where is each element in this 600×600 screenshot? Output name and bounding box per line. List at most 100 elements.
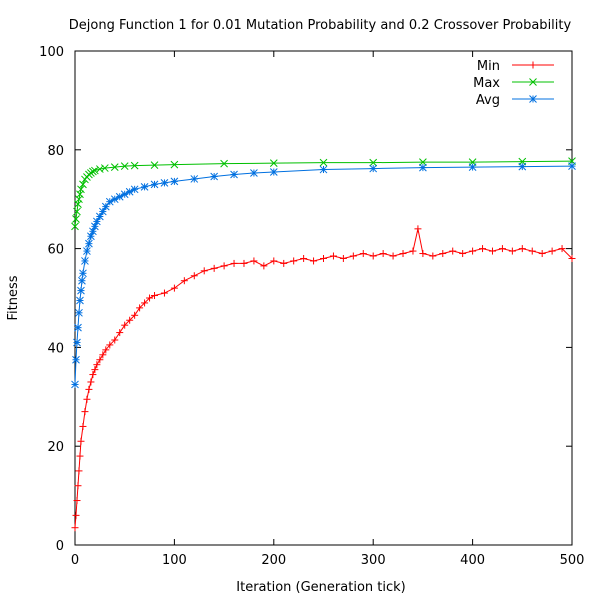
series-min-point	[568, 254, 576, 262]
series-min-point	[270, 257, 278, 265]
series-min-point	[106, 341, 114, 349]
series-min-point	[180, 277, 188, 285]
series-min-point	[146, 294, 154, 302]
y-tick-label: 60	[47, 243, 64, 258]
series-avg-point	[568, 162, 576, 170]
series-min-point	[250, 257, 258, 265]
series-avg-point	[130, 185, 139, 194]
series-min-point	[75, 467, 83, 475]
series-min-point	[359, 250, 367, 258]
x-tick-label: 0	[71, 553, 79, 568]
series-avg-point	[190, 175, 199, 183]
legend-label-min: Min	[477, 59, 500, 74]
series-min-point	[449, 247, 457, 255]
series-min-point	[210, 264, 218, 272]
series-max-point	[369, 158, 378, 167]
series-max-point	[77, 185, 85, 194]
legend: Min Max Avg	[473, 59, 554, 108]
series-max-point	[71, 222, 79, 231]
series-min-point	[136, 304, 144, 312]
series-avg	[71, 162, 576, 389]
series-avg-point	[140, 182, 149, 191]
series-avg-point	[83, 247, 91, 255]
series-avg-point	[269, 168, 278, 176]
tick-labels: 0 100 200 300 400 500 0 20 40 60 80 100	[39, 45, 584, 568]
series-min-point	[89, 371, 97, 379]
series-min-point	[498, 245, 506, 253]
series-min	[71, 225, 576, 532]
series-min-point	[220, 262, 228, 270]
series-max-point	[120, 162, 129, 170]
series-min-point	[260, 262, 268, 270]
series-min-point	[240, 259, 248, 267]
series-avg-point	[71, 380, 79, 389]
series-avg-point	[81, 257, 89, 265]
series-min-point	[131, 311, 139, 319]
series-layer	[71, 157, 576, 532]
series-max-point	[110, 163, 119, 171]
x-tick-label: 200	[261, 553, 286, 568]
legend-marker-avg	[529, 95, 537, 103]
series-max-point	[76, 190, 84, 199]
series-min-point	[102, 346, 110, 354]
series-min-point	[141, 299, 149, 307]
series-min-point	[518, 245, 526, 253]
series-max-point	[100, 164, 109, 172]
series-min-point	[99, 351, 107, 359]
series-max-point	[170, 160, 179, 169]
series-min-point	[479, 245, 487, 253]
series-max-point	[269, 159, 278, 167]
series-avg-point	[369, 164, 378, 173]
series-min-point	[121, 321, 129, 329]
series-min-point	[429, 252, 437, 260]
series-min-point	[93, 361, 101, 369]
series-min-point	[369, 252, 377, 260]
series-avg-point	[518, 162, 527, 171]
series-max-point	[91, 166, 99, 175]
series-min-point	[190, 272, 198, 280]
series-max-point	[72, 215, 80, 223]
series-avg-point	[210, 172, 219, 181]
series-avg-point	[230, 170, 238, 179]
series-min-point	[320, 254, 327, 262]
series-min-point	[339, 254, 347, 262]
series-min-point	[290, 257, 298, 265]
series-avg-point	[101, 202, 110, 211]
series-avg-point	[468, 163, 477, 171]
series-min-point	[160, 289, 168, 297]
series-min-point	[73, 497, 81, 505]
series-min-point	[379, 250, 387, 258]
series-min-point	[414, 225, 422, 233]
series-min-point	[389, 252, 397, 260]
legend-marker-max	[529, 78, 537, 86]
x-tick-label: 300	[361, 553, 386, 568]
series-avg-point	[72, 355, 80, 364]
series-min-point	[151, 292, 159, 300]
plot-frame	[74, 50, 573, 546]
series-min-point	[126, 316, 134, 324]
x-tick-label: 500	[560, 553, 585, 568]
series-min-point	[74, 482, 82, 490]
series-avg-point	[160, 179, 169, 187]
y-tick-label: 80	[47, 144, 64, 159]
y-tick-label: 40	[47, 341, 64, 356]
y-tick-label: 20	[47, 440, 64, 455]
series-min-point	[329, 252, 337, 260]
series-avg-point	[77, 286, 85, 295]
series-min-point	[76, 452, 84, 460]
series-min-point	[310, 257, 318, 265]
series-min-point	[300, 254, 308, 262]
series-min-point	[558, 245, 566, 253]
series-min-point	[419, 250, 427, 258]
series-avg-point	[85, 239, 93, 248]
series-max-point	[73, 207, 81, 216]
series-min-point	[528, 247, 536, 255]
series-min-point	[399, 250, 407, 258]
series-min-point	[548, 247, 556, 255]
series-avg-point	[79, 269, 87, 278]
series-min-point	[96, 356, 104, 364]
y-tick-label: 100	[39, 45, 64, 60]
series-avg-line	[74, 165, 573, 385]
